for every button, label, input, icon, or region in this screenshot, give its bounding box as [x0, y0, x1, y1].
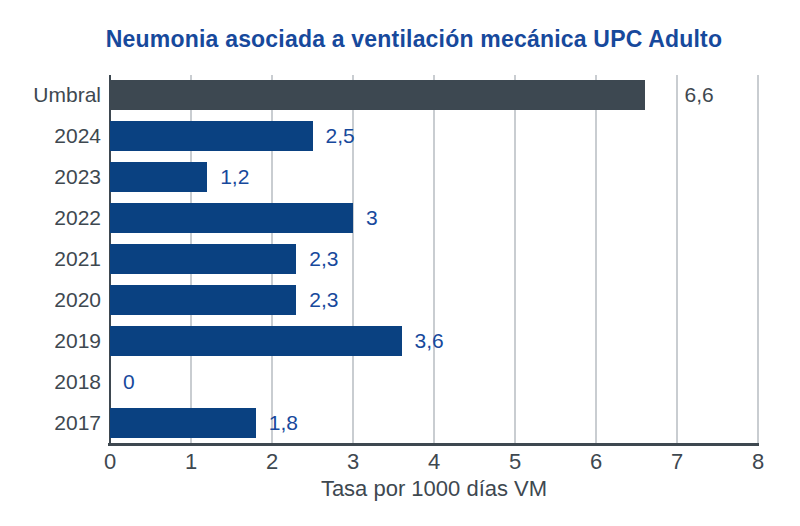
value-label: 3,6 — [415, 329, 444, 353]
category-label: 2019 — [0, 329, 101, 353]
x-tick-label: 3 — [347, 449, 359, 475]
x-tick-label: 0 — [104, 449, 116, 475]
gridline — [676, 75, 678, 444]
value-label: 6,6 — [685, 83, 714, 107]
value-label: 0 — [123, 370, 135, 394]
x-axis-line — [108, 443, 759, 446]
gridline — [433, 75, 435, 444]
bar — [110, 244, 296, 274]
x-tick-label: 4 — [428, 449, 440, 475]
category-label: 2024 — [0, 124, 101, 148]
bar — [110, 285, 296, 315]
category-label: Umbral — [0, 83, 101, 107]
bar-chart: Neumonia asociada a ventilación mecánica… — [0, 0, 800, 526]
x-axis-label: Tasa por 1000 días VM — [134, 476, 734, 502]
x-tick-label: 6 — [590, 449, 602, 475]
gridline — [514, 75, 516, 444]
value-label: 1,8 — [269, 411, 298, 435]
bar — [110, 203, 353, 233]
gridline — [595, 75, 597, 444]
category-label: 2023 — [0, 165, 101, 189]
category-label: 2018 — [0, 370, 101, 394]
category-label: 2021 — [0, 247, 101, 271]
value-label: 2,5 — [326, 124, 355, 148]
category-label: 2020 — [0, 288, 101, 312]
value-label: 2,3 — [309, 247, 338, 271]
x-tick-label: 5 — [509, 449, 521, 475]
bar — [110, 408, 256, 438]
value-label: 1,2 — [220, 165, 249, 189]
value-label: 3 — [366, 206, 378, 230]
bar — [110, 162, 207, 192]
chart-title: Neumonia asociada a ventilación mecánica… — [14, 26, 800, 53]
value-label: 2,3 — [309, 288, 338, 312]
category-label: 2017 — [0, 411, 101, 435]
x-tick-label: 1 — [185, 449, 197, 475]
bar — [110, 326, 402, 356]
x-tick-label: 8 — [752, 449, 764, 475]
category-label: 2022 — [0, 206, 101, 230]
gridline — [757, 75, 759, 444]
x-tick-label: 2 — [266, 449, 278, 475]
bar — [110, 80, 645, 110]
x-tick-label: 7 — [671, 449, 683, 475]
bar — [110, 121, 313, 151]
